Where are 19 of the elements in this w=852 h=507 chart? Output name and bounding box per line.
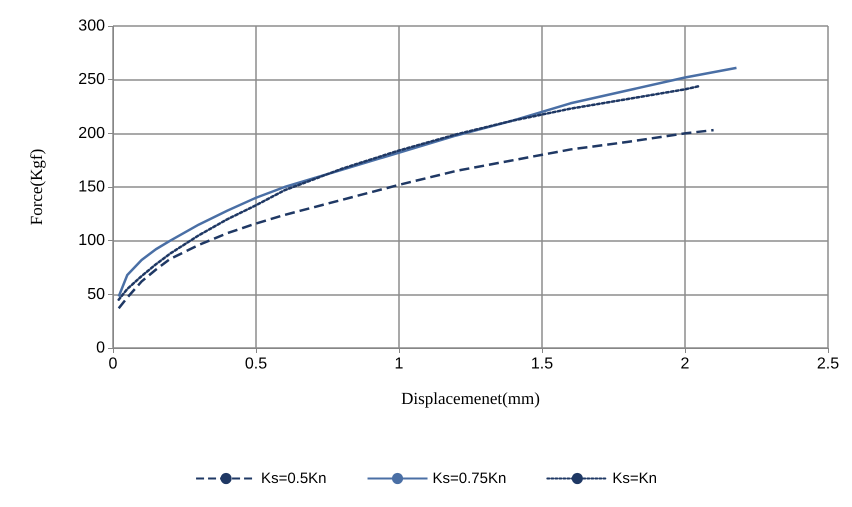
- x-tick-label: 0.5: [244, 356, 268, 372]
- y-axis-title: Force(Kgf): [27, 148, 46, 226]
- y-tick-label: 300: [78, 18, 106, 34]
- y-tick-label: 200: [78, 124, 106, 142]
- y-tick-label: 150: [78, 178, 106, 196]
- legend-label: Ks=0.5Kn: [261, 470, 327, 487]
- x-tick-label: 1: [394, 356, 404, 372]
- y-tick-label: 100: [78, 232, 106, 250]
- y-tick-label: 250: [78, 71, 106, 88]
- line-series: [117, 128, 715, 310]
- x-tick-label: 2: [680, 356, 690, 372]
- x-tick-label: 1.5: [530, 356, 554, 372]
- x-axis-title: Displacemenet(mm): [401, 389, 540, 408]
- legend-label: Ks=Kn: [612, 470, 657, 487]
- x-tick-label: 0: [108, 356, 118, 372]
- y-tick-label: 50: [87, 286, 106, 303]
- y-tick-label: 0: [96, 340, 106, 356]
- x-tick-label: 2.5: [816, 356, 840, 372]
- legend-label: Ks=0.75Kn: [432, 470, 506, 487]
